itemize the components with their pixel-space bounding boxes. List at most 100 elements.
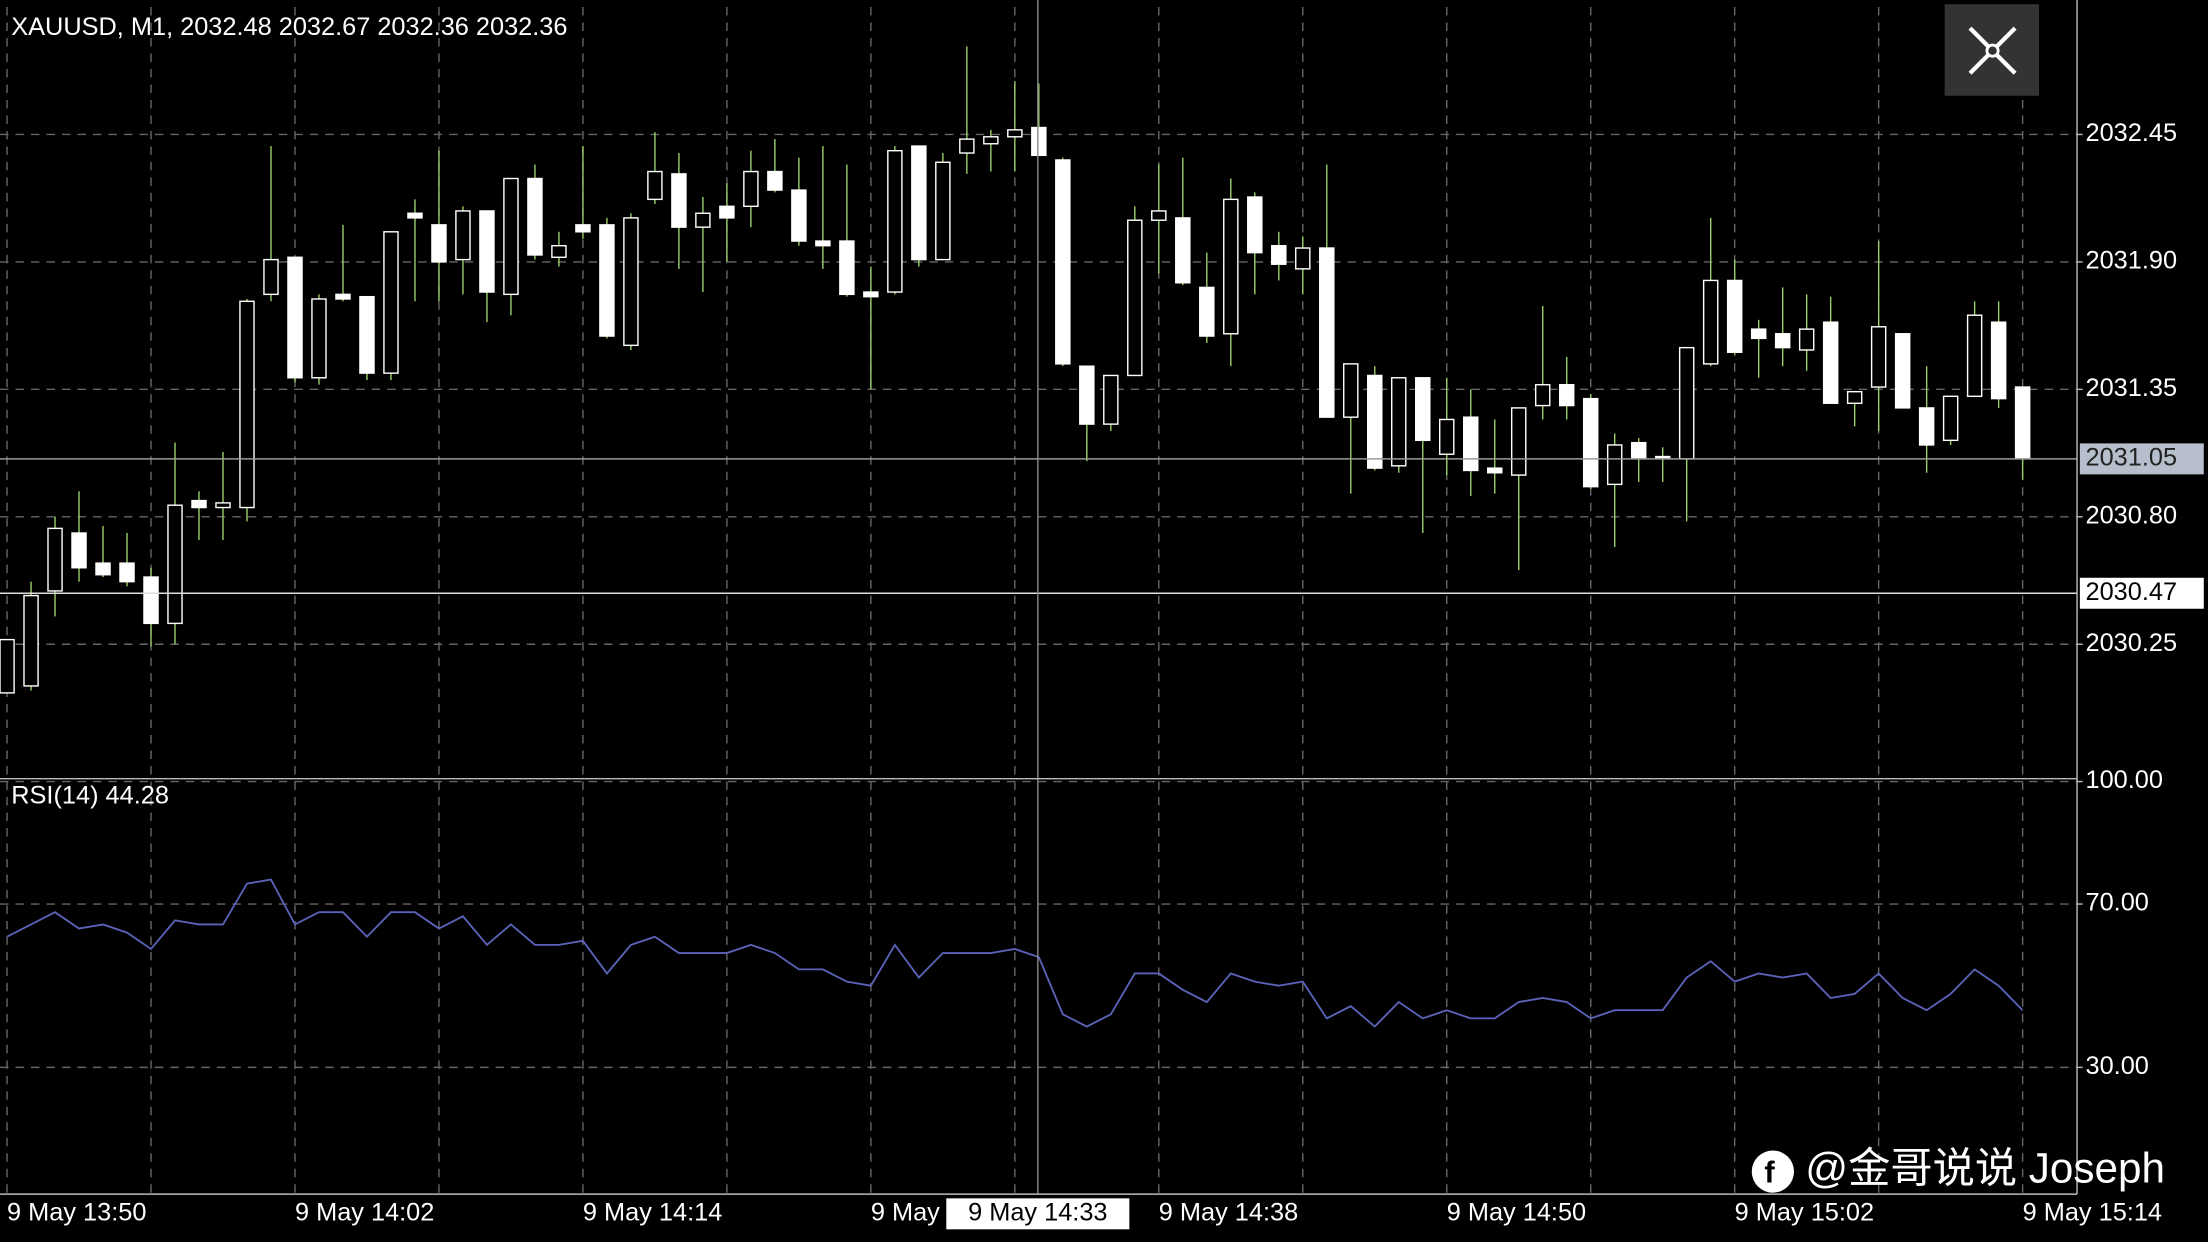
candle-body (431, 224, 447, 263)
candle-body (239, 300, 255, 509)
candle-body (551, 244, 567, 258)
y-tick-label: 2030.80 (2085, 501, 2177, 529)
candle-body (287, 256, 303, 379)
candle-body (1031, 126, 1047, 157)
candle-body (1486, 467, 1503, 474)
candle-body (1151, 210, 1167, 221)
candle-body (1726, 279, 1743, 353)
y-tick-label: 30.00 (2085, 1052, 2148, 1080)
candle-body (1846, 390, 1863, 404)
candle-body (407, 212, 423, 219)
candle-body (1055, 159, 1071, 365)
candle-body (983, 136, 999, 145)
candle-body (1247, 196, 1263, 254)
x-tick-label: 9 May 14:50 (1447, 1199, 1586, 1227)
candle-body (1798, 328, 1815, 351)
current-price-label: 2031.05 (2085, 444, 2177, 472)
candle-body (1295, 247, 1311, 270)
candle-body (1582, 397, 1599, 488)
crosshair-price-label: 2030.47 (2085, 578, 2177, 606)
chart-title: XAUUSD, M1, 2032.48 2032.67 2032.36 2032… (11, 13, 567, 41)
candle-body (1175, 217, 1191, 284)
indicator-title: RSI(14) 44.28 (11, 782, 169, 810)
candle-body (1271, 244, 1287, 265)
candle-body (95, 562, 111, 576)
candle-body (1822, 321, 1839, 404)
crosshair-time-label: 9 May 14:33 (968, 1199, 1107, 1227)
candle-body (119, 562, 135, 583)
candle-body (1534, 384, 1551, 407)
candle-body (647, 170, 663, 201)
candle-body (671, 173, 687, 228)
candle-body (791, 189, 807, 242)
close-button[interactable] (1944, 4, 2040, 96)
candle-body (1870, 326, 1887, 388)
y-tick-label: 70.00 (2085, 889, 2148, 917)
candle-body (311, 298, 327, 379)
candle-body (1630, 441, 1647, 460)
candle-body (167, 504, 183, 625)
candle-body (743, 170, 759, 208)
candle-body (1894, 333, 1911, 409)
candle-body (359, 295, 375, 374)
candle-body (695, 212, 711, 228)
candle-body (863, 291, 879, 298)
candle-body (191, 499, 207, 509)
y-tick-label: 2031.35 (2085, 374, 2177, 402)
candle-body (1918, 407, 1935, 446)
candle-body (1223, 198, 1239, 335)
candle-body (719, 205, 735, 219)
marks (0, 0, 2078, 1195)
candle-body (1079, 365, 1095, 425)
candle-body (47, 527, 63, 592)
x-tick-label: 9 May 14:38 (1159, 1199, 1298, 1227)
candle-body (479, 210, 495, 293)
y-tick-label: 2032.45 (2085, 119, 2177, 147)
x-tick-label: 9 May 13:50 (7, 1199, 146, 1227)
watermark: f @金哥说说 Joseph (1751, 1145, 2165, 1193)
y-tick-label: 100.00 (2085, 766, 2162, 794)
candle-body (1750, 328, 1767, 340)
candle-body (527, 177, 543, 256)
x-tick-label: 9 May 14:02 (295, 1199, 434, 1227)
candle-body (1199, 286, 1215, 337)
close-icon[interactable] (1985, 43, 2000, 58)
candle-body (911, 145, 927, 261)
candle-body (2014, 386, 2031, 460)
candle-body (839, 240, 855, 296)
candle-body (1367, 374, 1383, 469)
candle-body (1415, 377, 1431, 442)
candle-body (383, 231, 399, 374)
candle-body (599, 224, 615, 337)
candle-body (1462, 416, 1479, 472)
rsi-line (6, 878, 2024, 1028)
candle-body (1966, 314, 1983, 398)
candle-body (263, 258, 279, 296)
candle-body (215, 502, 231, 509)
y-tick-label: 2031.90 (2085, 247, 2177, 275)
candle-body (1558, 384, 1575, 407)
candle-body (71, 532, 87, 569)
candle-body (1007, 129, 1023, 138)
candle-body (1678, 346, 1695, 460)
watermark-text: @金哥说说 Joseph (1805, 1145, 2165, 1192)
candle-body (1391, 377, 1407, 467)
candle-body (1439, 418, 1455, 455)
x-tick-label: 9 May 15:02 (1735, 1199, 1874, 1227)
candle-body (1103, 374, 1119, 425)
x-tick-label: 9 May 14:14 (583, 1199, 722, 1227)
candle-body (335, 293, 351, 300)
candle-body (23, 594, 39, 687)
candle-body (623, 217, 639, 347)
candle-body (1319, 247, 1335, 418)
candle-body (1702, 279, 1719, 365)
candle-body (815, 240, 831, 247)
candle-body (1942, 395, 1959, 442)
candle-body (1774, 333, 1791, 349)
candle-body (1606, 444, 1623, 486)
candle-body (887, 149, 903, 293)
candle-body (1343, 363, 1359, 418)
